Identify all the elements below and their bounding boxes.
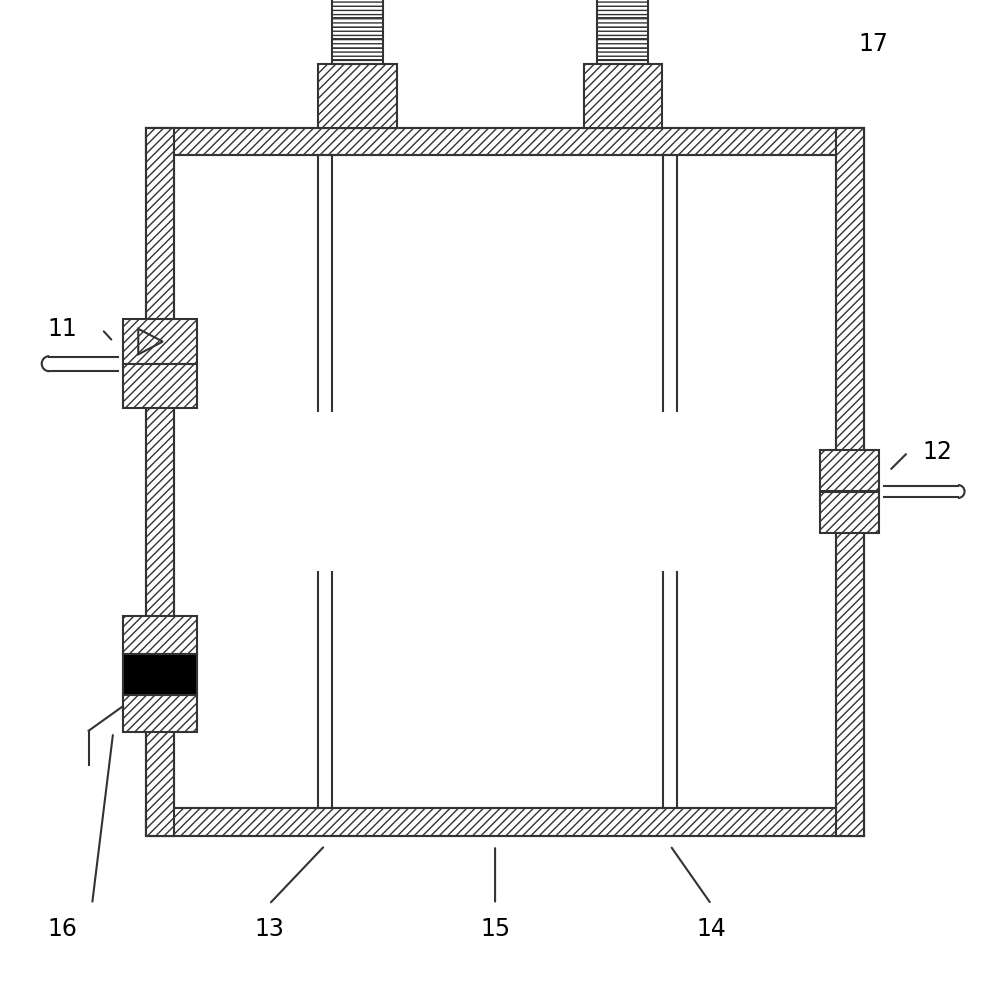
Bar	[146, 128, 864, 836]
Text: 12: 12	[922, 440, 952, 464]
Bar	[123, 364, 197, 408]
Text: 11: 11	[48, 318, 77, 341]
Bar	[836, 128, 864, 836]
Bar	[597, 0, 648, 64]
Text: 15: 15	[480, 917, 510, 941]
Bar	[123, 319, 197, 364]
Bar	[584, 64, 662, 128]
Text: 14: 14	[696, 917, 726, 941]
Text: 17: 17	[859, 32, 888, 56]
Bar	[318, 64, 397, 128]
Bar	[820, 492, 879, 533]
Bar	[123, 695, 197, 732]
Bar	[146, 128, 174, 836]
Bar	[123, 654, 197, 695]
Text: 13: 13	[254, 917, 284, 941]
Bar	[174, 155, 836, 808]
Bar	[174, 155, 836, 808]
Text: 16: 16	[48, 917, 78, 941]
Bar	[332, 0, 383, 64]
Bar	[123, 616, 197, 654]
Bar	[146, 808, 864, 836]
Bar	[820, 450, 879, 492]
Bar	[146, 128, 864, 155]
